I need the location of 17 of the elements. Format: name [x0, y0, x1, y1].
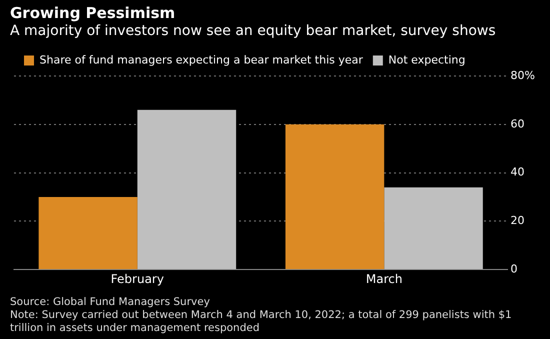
y-tick-label: 60 [510, 117, 525, 130]
chart-subtitle: A majority of investors now see an equity bear market, survey shows [10, 23, 497, 39]
y-tick-label: 80% [510, 68, 536, 82]
y-tick-label: 20 [510, 214, 525, 228]
y-tick-label: 0 [510, 262, 518, 276]
chart-title: Growing Pessimism [10, 4, 176, 22]
x-tick-label: February [110, 272, 164, 286]
bar [137, 110, 236, 270]
bar [285, 124, 384, 270]
bar [38, 197, 138, 270]
text: Note: Survey carried out between March 4 and March 10, 2022; a total of 299 panelists with $1 trillion in assets under management responded [10, 309, 513, 335]
legend-label: Share of fund managers expecting a bear market this year [40, 53, 364, 66]
y-tick-label: 40 [510, 166, 525, 179]
legend-label: Not expecting [388, 53, 466, 66]
source-note: Source: Global Fund Managers Survey [10, 296, 211, 309]
bar [384, 187, 483, 270]
x-tick-label: March [366, 272, 402, 286]
